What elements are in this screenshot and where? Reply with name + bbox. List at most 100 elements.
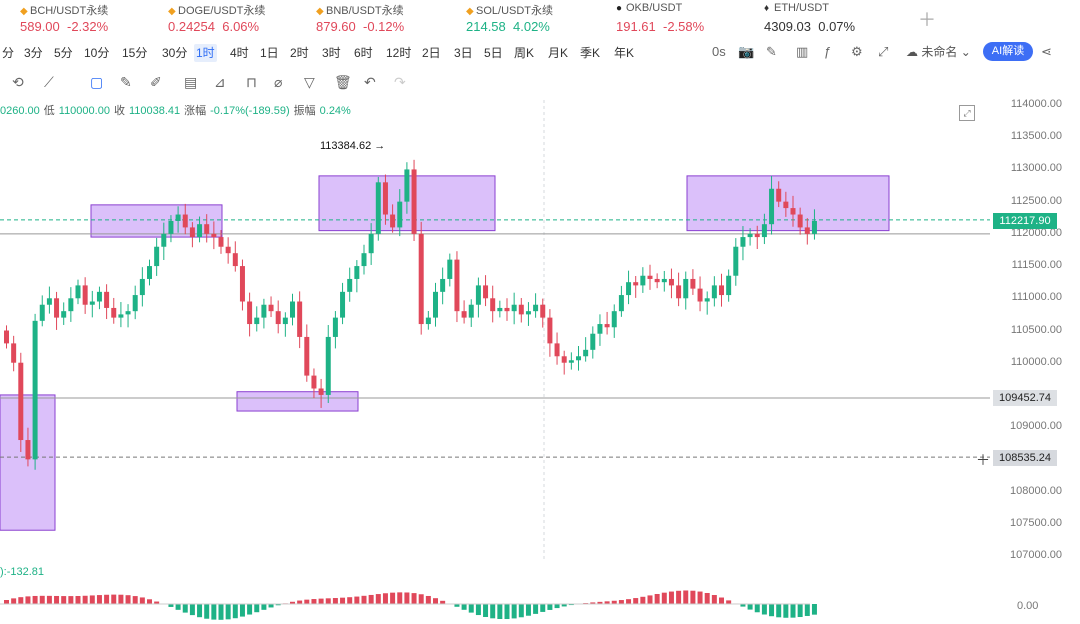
candle-body <box>790 208 796 215</box>
expand-icon[interactable]: ⤢ <box>959 105 975 121</box>
candle-body <box>75 285 81 299</box>
macd-bar <box>368 594 374 604</box>
line-tool-icon[interactable]: ⟋ <box>44 74 54 90</box>
timeframe-12[interactable]: 12时 <box>386 46 412 60</box>
macd-bar <box>254 604 260 613</box>
timeframe-6[interactable]: 1时 <box>194 44 217 62</box>
timeframe-19[interactable]: 年K <box>614 46 635 60</box>
macd-bar <box>290 601 295 604</box>
candle-body <box>690 278 696 289</box>
candle-body <box>776 188 782 202</box>
timeframe-5[interactable]: 30分 <box>162 46 188 60</box>
macd-bar <box>261 604 267 610</box>
macd-bar <box>440 600 446 604</box>
ticker-doge[interactable]: ◆ DOGE/USDT永续 0.24254 6.06% <box>168 2 265 38</box>
candle-body <box>411 169 417 234</box>
timeframe-3[interactable]: 10分 <box>84 46 110 60</box>
ohlc-readout: 0260.00 低 110000.00 收 110038.41 涨幅 -0.17%(-189… <box>0 105 351 117</box>
candle-body <box>697 288 703 302</box>
timeframe-4[interactable]: 15分 <box>122 46 148 60</box>
candle-body <box>647 275 653 279</box>
timeframe-15[interactable]: 5日 <box>484 46 503 60</box>
macd-bar <box>754 604 760 613</box>
ticker-quote: 191.61 -2.58% <box>616 19 705 34</box>
rectangle-tool-icon[interactable]: ▢ <box>90 74 104 90</box>
candle-body <box>719 285 724 296</box>
indicator-icon[interactable]: ƒ <box>824 44 832 59</box>
drawing-toolbar: ⟲ ⟋ ▢ ✎ ✐ ▤ ⊿ ⊓ ⌀ ▽ 🗑 ↶ ↷ <box>0 70 420 96</box>
timeframe-1[interactable]: 3分 <box>24 46 43 60</box>
macd-bar <box>375 594 381 604</box>
timeframe-17[interactable]: 月K <box>548 46 569 60</box>
pen-icon[interactable]: ✎ <box>766 44 777 59</box>
auto-trend-icon[interactable]: ⟲ <box>12 74 24 90</box>
brush-tool-icon[interactable]: ✎ <box>120 74 132 90</box>
ticker-sol[interactable]: ◆ SOL/USDT永续 214.58 4.02% <box>466 2 553 38</box>
candle-body <box>125 311 131 315</box>
layout-name-dropdown[interactable]: ☁ 未命名 ⌄ <box>906 45 971 59</box>
macd-bar <box>511 604 517 619</box>
undo-icon[interactable]: ↶ <box>364 74 376 90</box>
text-tool-icon[interactable]: ▤ <box>184 74 198 90</box>
timeframe-14[interactable]: 3日 <box>454 46 473 60</box>
add-ticker-button[interactable]: ＋ <box>918 10 936 30</box>
filter-icon[interactable]: ▽ <box>304 74 315 90</box>
timeframe-2[interactable]: 5分 <box>54 46 73 60</box>
macd-bar <box>504 604 510 620</box>
camera-icon[interactable]: 📷 <box>738 44 755 59</box>
y-tick-label: 110500.00 <box>1010 323 1062 336</box>
candle-body <box>247 301 253 325</box>
timeframe-8[interactable]: 1日 <box>260 46 279 60</box>
candle-body <box>568 360 574 363</box>
timeframe-0[interactable]: 分 <box>2 46 15 60</box>
ruler-icon[interactable]: ⊿ <box>214 74 226 90</box>
candle-body <box>518 304 524 315</box>
candle-body <box>633 282 639 286</box>
ticker-bnb[interactable]: ◆ BNB/USDT永续 879.60 -0.12% <box>316 2 404 38</box>
candle-body <box>211 233 217 238</box>
ticker-bch[interactable]: ◆ BCH/USDT永续 589.00 -2.32% <box>20 2 108 38</box>
macd-bar <box>397 592 403 604</box>
perpetual-icon: ◆ <box>20 6 28 17</box>
timeframe-11[interactable]: 6时 <box>354 46 373 60</box>
macd-bar <box>561 604 567 607</box>
y-tick-label: 111500.00 <box>1011 259 1062 272</box>
timeframe-9[interactable]: 2时 <box>290 46 309 60</box>
interval-label[interactable]: 0s <box>712 44 726 59</box>
crosshair-plus-icon[interactable]: ＋ <box>976 452 990 468</box>
ticker-symbol: ◆ SOL/USDT永续 <box>466 5 554 17</box>
share-icon[interactable]: ⋖ <box>1041 44 1052 59</box>
perpetual-icon: ◆ <box>168 6 176 17</box>
candle-body <box>332 317 338 337</box>
ai-analysis-button[interactable]: AI解读 <box>983 42 1033 61</box>
timeframe-bar: 分 3分 5分 10分 15分 30分 1时 4时 1日 2时 3时 6时 12时 2日 3日 5日 周K 月K 季… <box>0 40 1080 66</box>
candle-body <box>25 440 31 460</box>
ticker-okb[interactable]: ● OKB/USDT 191.61 -2.58% <box>616 2 704 38</box>
brush-icon[interactable]: ⌀ <box>274 74 283 90</box>
candle-body <box>340 291 346 318</box>
candle-body <box>504 307 510 312</box>
macd-bar <box>704 592 710 604</box>
gear-icon[interactable]: ⚙ <box>851 44 863 59</box>
highlighter-icon[interactable]: ✐ <box>150 74 162 90</box>
timeframe-13[interactable]: 2日 <box>422 46 441 60</box>
macd-bar <box>490 604 496 619</box>
macd-bar <box>197 604 203 618</box>
timeframe-18[interactable]: 季K <box>580 46 601 60</box>
candle-body <box>104 291 110 308</box>
ticker-quote: 0.24254 6.06% <box>168 19 260 34</box>
timeframe-10[interactable]: 3时 <box>322 46 341 60</box>
macd-bar <box>647 595 653 604</box>
magnet-icon[interactable]: ⊓ <box>246 74 257 90</box>
timeframe-16[interactable]: 周K <box>514 46 535 60</box>
macd-bar <box>175 604 181 610</box>
chart-settings-icon[interactable]: ▥ <box>796 44 809 59</box>
fullscreen-icon[interactable]: ⤢ <box>878 44 889 59</box>
trash-icon[interactable]: 🗑 <box>334 74 352 90</box>
redo-icon[interactable]: ↷ <box>394 74 406 90</box>
timeframe-7[interactable]: 4时 <box>230 46 249 60</box>
candle-body <box>168 220 174 234</box>
ticker-eth[interactable]: ♦ ETH/USDT 4309.03 0.07% <box>764 2 855 38</box>
candle-body <box>683 278 689 299</box>
